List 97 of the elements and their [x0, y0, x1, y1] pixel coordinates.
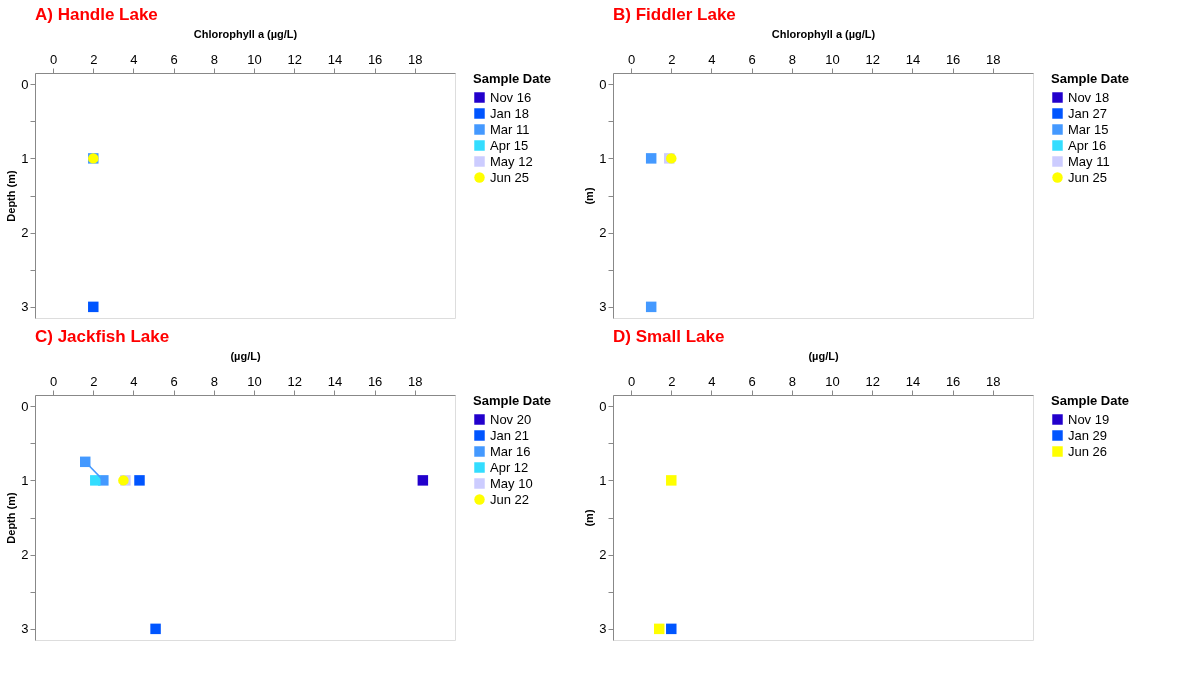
y-tick-label: 3	[21, 621, 29, 637]
y-tick-label: 1	[599, 472, 607, 488]
x-tick-label: 18	[986, 373, 1001, 389]
x-tick-label: 18	[408, 373, 423, 389]
point	[150, 623, 161, 635]
legend-label: Apr 15	[490, 137, 529, 153]
x-tick-label: 2	[668, 373, 676, 389]
x-tick-label: 4	[130, 51, 138, 67]
y-tick-label: 2	[21, 225, 29, 241]
legend-label: Jan 18	[490, 105, 530, 121]
x-tick-label: 2	[90, 373, 98, 389]
x-tick-label: 2	[668, 51, 676, 67]
legend-label: Jun 25	[1068, 169, 1108, 185]
chart-title: D) Small Lake	[613, 327, 725, 346]
x-tick-label: 8	[788, 373, 796, 389]
y-tick-label: 1	[21, 150, 29, 166]
x-tick-label: 16	[945, 51, 961, 67]
y-axis-title: Depth (m)	[5, 492, 18, 544]
x-tick-label: 12	[287, 51, 302, 67]
x-tick-label: 12	[865, 373, 880, 389]
y-tick-label: 0	[599, 398, 607, 414]
x-tick-label: 6	[748, 373, 756, 389]
legend-label: Mar 11	[490, 121, 530, 137]
y-tick-label: 0	[21, 76, 29, 92]
legend-label: Nov 19	[1068, 411, 1110, 427]
x-tick-label: 10	[247, 373, 262, 389]
legend-label: May 11	[1068, 153, 1110, 169]
x-tick-label: 0	[49, 373, 58, 389]
x-axis-title: (µg/L)	[230, 349, 261, 362]
y-axis-title: (m)	[583, 187, 596, 205]
point	[90, 475, 101, 486]
y-tick-label: 3	[599, 621, 607, 637]
x-axis-title: (µg/L)	[808, 349, 839, 362]
y-tick-label: 2	[599, 547, 607, 563]
chart-title: C) Jackfish Lake	[35, 327, 170, 346]
x-tick-label: 0	[49, 51, 58, 67]
y-axis-title: Depth (m)	[5, 170, 18, 222]
x-tick-label: 10	[825, 51, 840, 67]
x-tick-label: 8	[788, 51, 796, 67]
chart-title: A) Handle Lake	[35, 5, 158, 24]
y-tick-label: 1	[21, 472, 29, 488]
x-tick-label: 14	[905, 373, 921, 389]
legend-title: Sample Date	[1051, 393, 1130, 408]
point	[134, 475, 145, 486]
x-tick-label: 12	[865, 51, 880, 67]
x-tick-label: 10	[825, 373, 840, 389]
x-tick-label: 16	[367, 51, 383, 67]
x-tick-label: 6	[170, 373, 178, 389]
point	[417, 475, 429, 486]
x-tick-label: 8	[210, 51, 218, 67]
x-tick-label: 4	[708, 373, 716, 389]
x-axis-title: Chlorophyll a (µg/L)	[771, 27, 876, 40]
y-tick-label: 0	[21, 398, 29, 414]
x-tick-label: 0	[627, 51, 636, 67]
x-tick-label: 14	[327, 51, 343, 67]
legend-label: Apr 16	[1068, 137, 1107, 153]
x-tick-label: 0	[627, 373, 636, 389]
legend-label: Jun 26	[1068, 443, 1108, 459]
x-tick-label: 14	[905, 51, 921, 67]
x-tick-label: 4	[708, 51, 716, 67]
x-axis-title: Chlorophyll a (µg/L)	[193, 27, 298, 40]
legend-label: Jun 22	[490, 491, 530, 507]
legend-title: Sample Date	[473, 393, 552, 408]
x-tick-label: 12	[287, 373, 302, 389]
y-axis-title: (m)	[583, 509, 596, 527]
x-tick-label: 18	[986, 51, 1001, 67]
y-tick-label: 0	[599, 76, 607, 92]
legend-label: Nov 16	[490, 89, 532, 105]
x-tick-label: 14	[327, 373, 343, 389]
x-tick-label: 2	[90, 51, 98, 67]
legend-label: May 12	[490, 153, 533, 169]
y-tick-label: 2	[599, 225, 607, 241]
x-tick-label: 8	[210, 373, 218, 389]
legend-title: Sample Date	[473, 71, 552, 86]
legend-title: Sample Date	[1051, 71, 1130, 86]
legend-label: Jan 27	[1068, 105, 1108, 121]
x-tick-label: 6	[748, 51, 756, 67]
legend-label: Mar 16	[490, 443, 531, 459]
x-tick-label: 16	[367, 373, 383, 389]
legend-label: Nov 18	[1068, 89, 1110, 105]
legend-label: Jun 25	[490, 169, 530, 185]
legend-label: Jan 21	[490, 427, 530, 443]
x-tick-label: 6	[170, 51, 178, 67]
x-tick-label: 10	[247, 51, 262, 67]
legend-label: Mar 15	[1068, 121, 1109, 137]
x-tick-label: 18	[408, 51, 423, 67]
y-tick-label: 1	[599, 150, 607, 166]
x-tick-label: 4	[130, 373, 138, 389]
chart-title: B) Fiddler Lake	[613, 5, 736, 24]
legend-label: May 10	[490, 475, 533, 491]
x-tick-label: 16	[945, 373, 961, 389]
y-tick-label: 2	[21, 547, 29, 563]
legend-label: Nov 20	[490, 411, 532, 427]
legend-label: Jan 29	[1068, 427, 1108, 443]
y-tick-label: 3	[21, 299, 29, 315]
y-tick-label: 3	[599, 299, 607, 315]
legend-label: Apr 12	[490, 459, 529, 475]
